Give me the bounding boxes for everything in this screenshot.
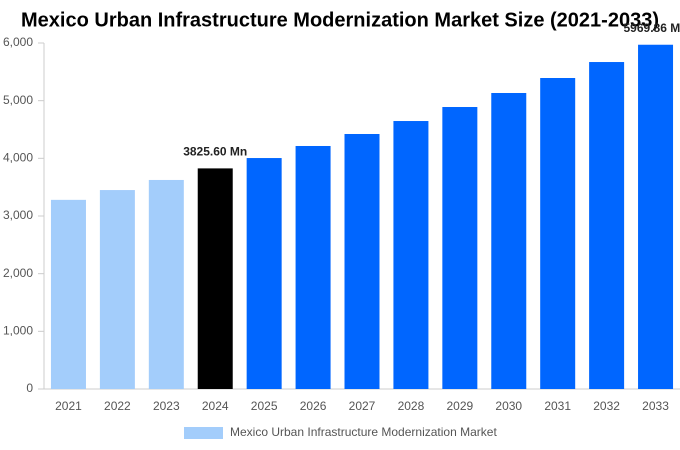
bar (246, 158, 282, 389)
y-tick-label: 5,000 (3, 93, 33, 107)
bar (148, 179, 184, 389)
x-tick-label: 2029 (446, 399, 473, 413)
bar (638, 44, 674, 390)
y-tick-label: 2,000 (3, 266, 33, 280)
bar (491, 92, 527, 389)
y-tick-label: 4,000 (3, 151, 33, 165)
x-tick-label: 2026 (300, 399, 327, 413)
x-tick-label: 2030 (495, 399, 522, 413)
x-tick-label: 2024 (202, 399, 229, 413)
x-tick-label: 2028 (398, 399, 425, 413)
x-tick-label: 2027 (349, 399, 376, 413)
x-tick-label: 2025 (251, 399, 278, 413)
chart-title: Mexico Urban Infrastructure Modernizatio… (21, 9, 659, 31)
bar (295, 145, 331, 389)
x-tick-label: 2021 (55, 399, 82, 413)
x-tick-label: 2033 (642, 399, 669, 413)
value-label: 5969.86 Mn (624, 21, 680, 35)
bar (540, 78, 576, 390)
y-tick-label: 6,000 (3, 35, 33, 49)
x-tick-label: 2032 (593, 399, 620, 413)
bar (589, 62, 625, 389)
y-tick-label: 1,000 (3, 324, 33, 338)
x-tick-label: 2022 (104, 399, 131, 413)
x-tick-label: 2023 (153, 399, 180, 413)
x-tick-label: 2031 (544, 399, 571, 413)
value-label: 3825.60 Mn (183, 145, 247, 159)
bar (50, 199, 86, 389)
legend-label: Mexico Urban Infrastructure Modernizatio… (230, 425, 497, 439)
bar (197, 168, 233, 389)
legend-swatch (184, 427, 223, 439)
bar (344, 133, 380, 389)
bar (99, 190, 135, 389)
bar (393, 121, 429, 389)
bar (442, 107, 478, 389)
y-tick-label: 3,000 (3, 208, 33, 222)
y-tick-label: 0 (26, 381, 33, 395)
